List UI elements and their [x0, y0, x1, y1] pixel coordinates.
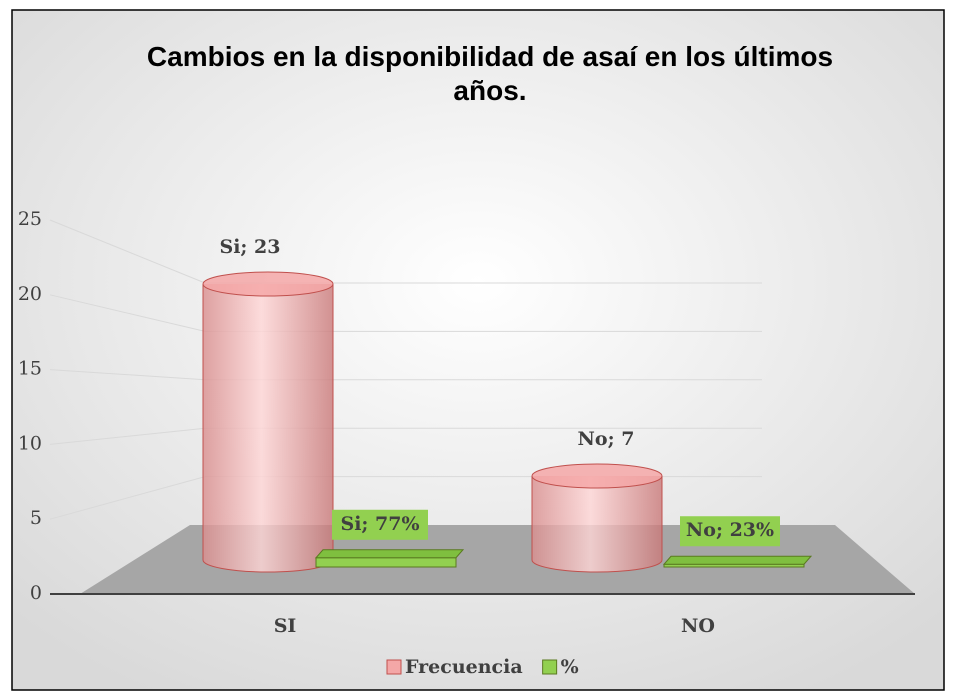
- data-label: Si; 77%: [340, 513, 419, 535]
- data-label: No; 23%: [686, 519, 774, 541]
- x-tick-label: SI: [274, 615, 297, 637]
- legend-label: Frecuencia: [405, 656, 523, 678]
- legend-swatch: [386, 659, 402, 675]
- y-tick-label: 0: [30, 582, 42, 604]
- y-tick-label: 10: [18, 432, 42, 454]
- chart-title: Cambios en la disponibilidad de asaí en …: [146, 41, 834, 106]
- grid-line: [49, 427, 206, 445]
- legend-label: %: [561, 656, 579, 678]
- data-label-box: [332, 509, 428, 540]
- data-label-box: [680, 516, 780, 547]
- grid-line: [49, 219, 206, 284]
- bar: [531, 463, 663, 573]
- bar: [202, 271, 334, 573]
- y-tick-label: 5: [30, 507, 42, 529]
- data-label: Si; 23: [219, 236, 280, 258]
- legend-swatch: [542, 659, 558, 675]
- grid-line: [49, 369, 206, 381]
- y-tick-label: 15: [18, 358, 42, 380]
- x-tick-label: NO: [681, 615, 715, 637]
- bar: [662, 555, 813, 568]
- data-label: No; 7: [578, 428, 635, 450]
- bar: [314, 549, 465, 568]
- y-tick-label: 20: [18, 283, 42, 305]
- grid-line: [49, 294, 206, 332]
- y-tick-label: 25: [18, 208, 42, 230]
- grid-line: [49, 476, 206, 520]
